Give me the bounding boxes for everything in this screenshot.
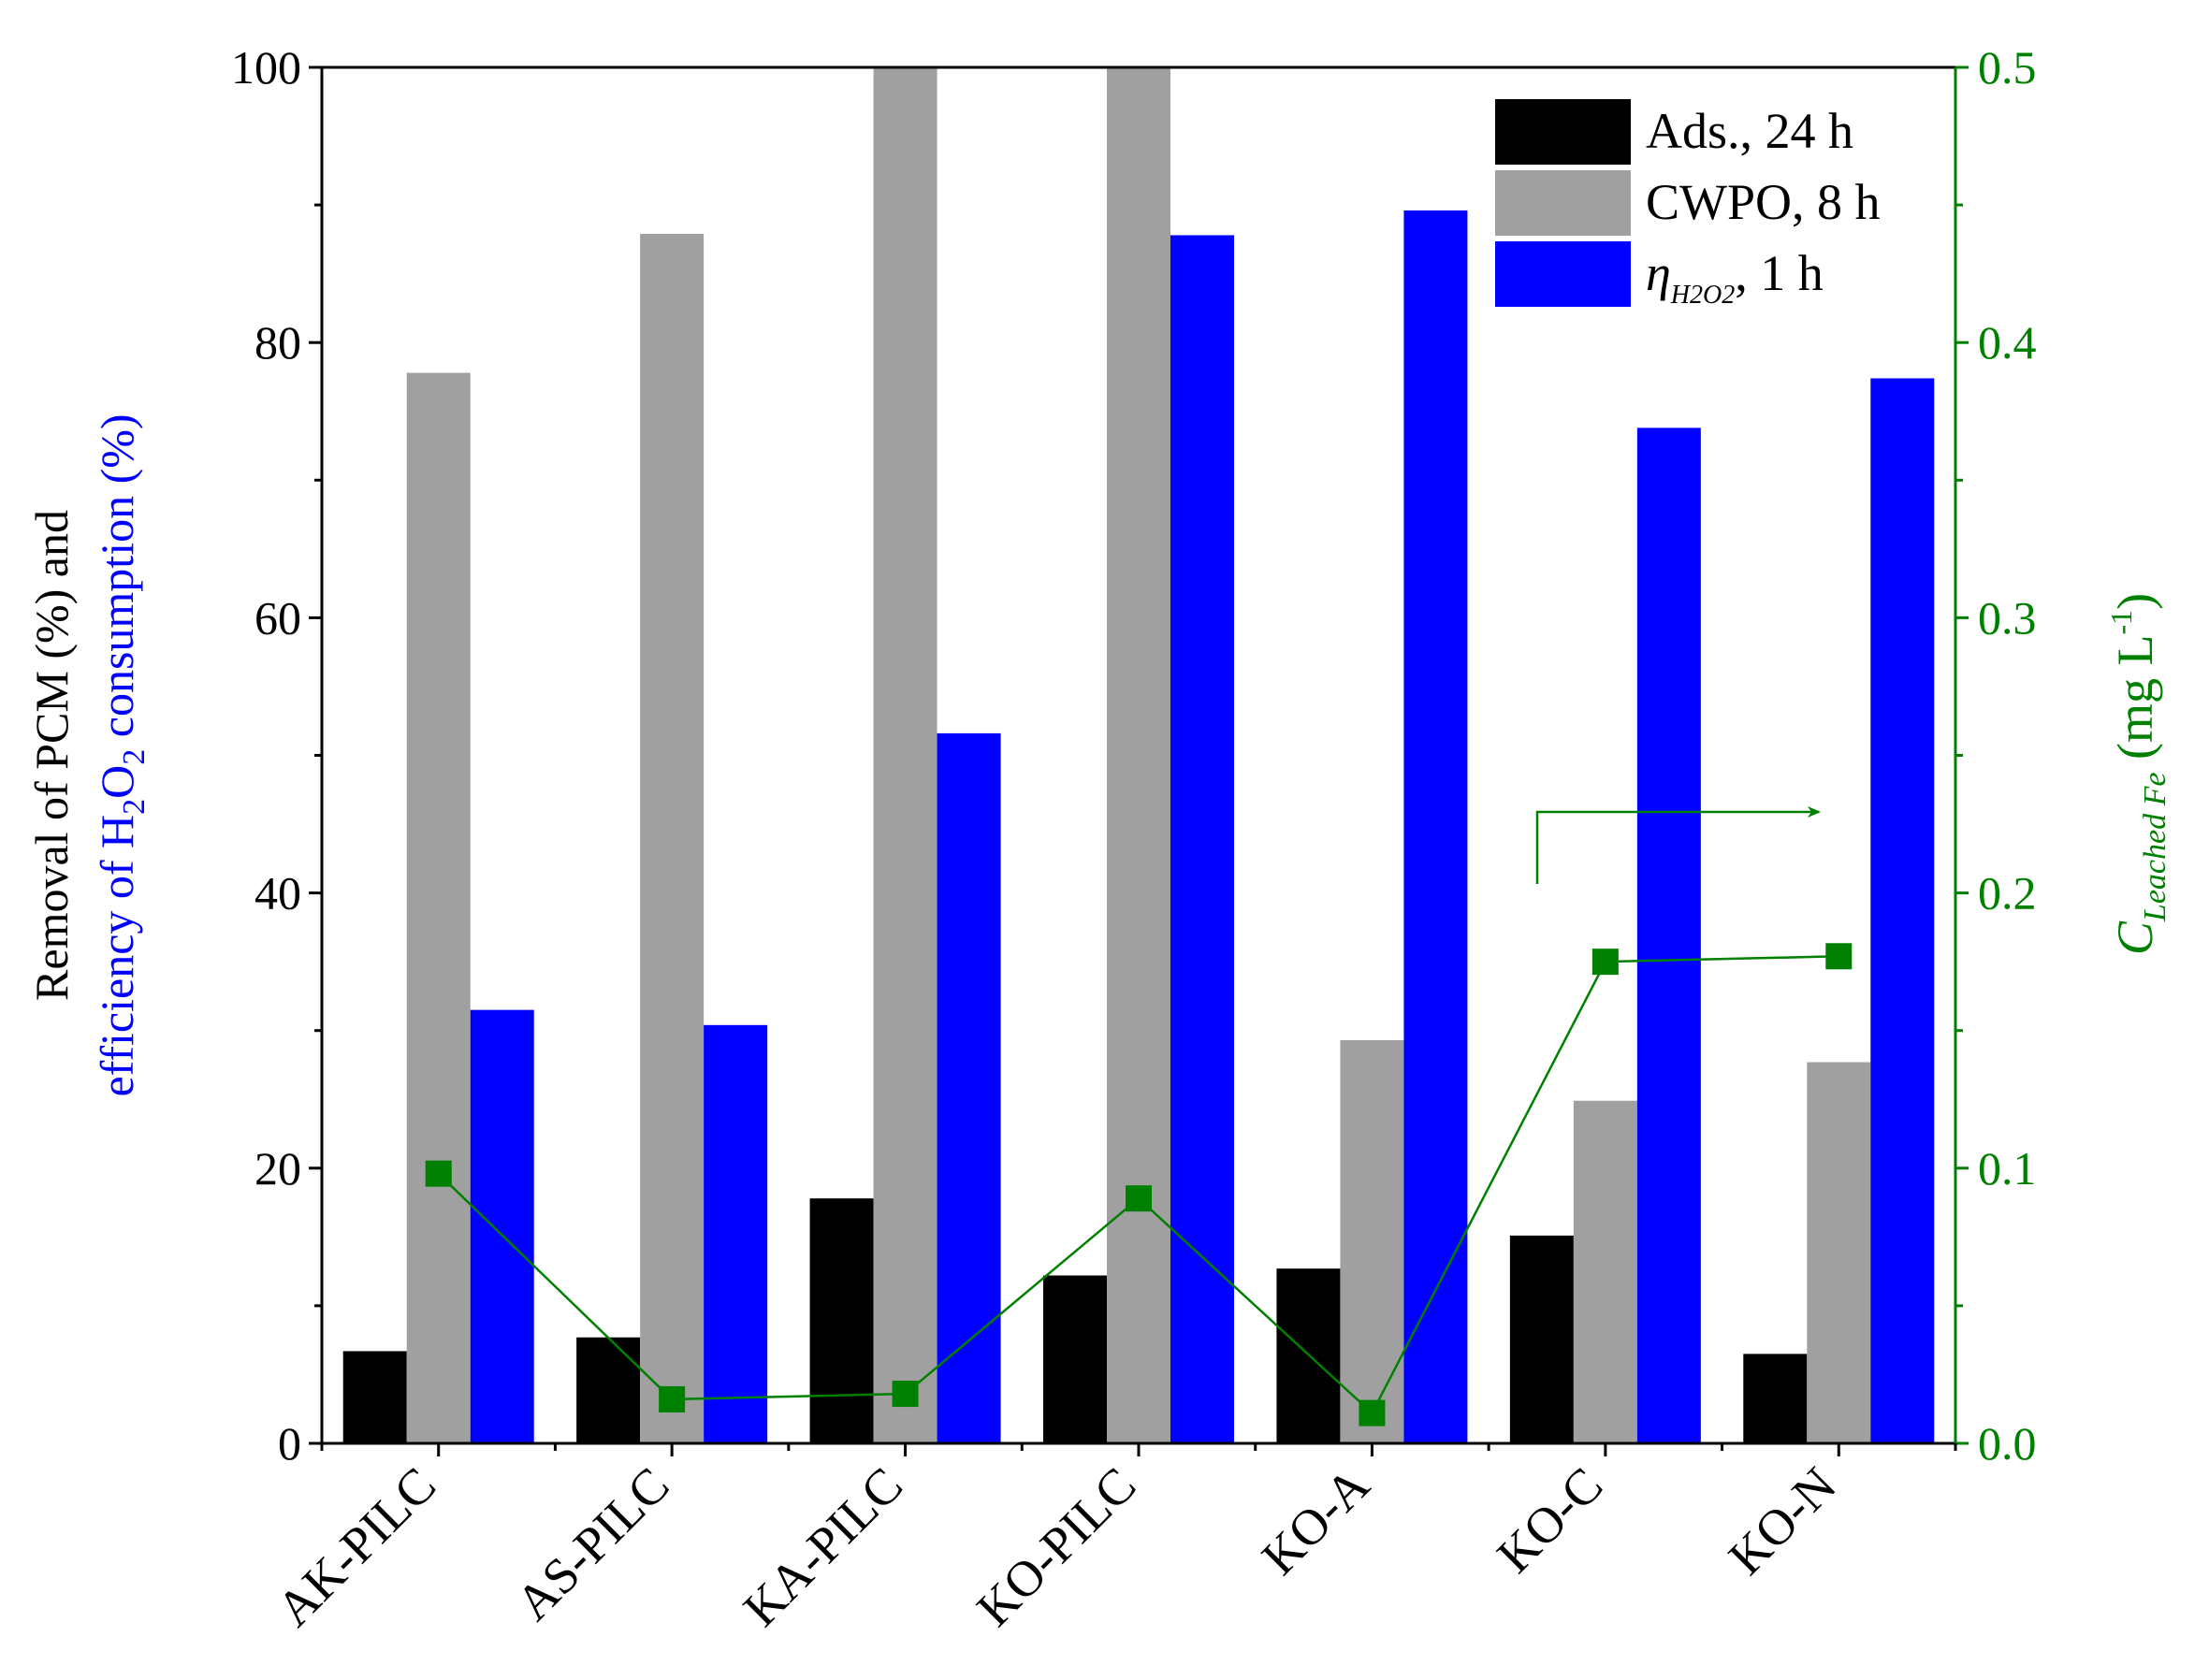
leached-fe-point-as-pilc <box>659 1385 686 1412</box>
left-tick-label: 100 <box>231 41 301 94</box>
right-tick-label: 0.3 <box>1978 591 2037 644</box>
left-y-axis-label: Removal of PCM (%) and efficiency of H2O2… <box>25 413 152 1096</box>
leached-fe-point-ka-pilc <box>892 1381 919 1408</box>
leached-fe-point-ko-pilc <box>1126 1185 1152 1212</box>
legend: Ads., 24 h CWPO, 8 h ηH2O2, 1 h <box>1495 99 1881 310</box>
right-y-axis: 0.0 0.1 0.2 0.3 0.4 0.5 <box>1955 41 2037 1470</box>
leached-fe-point-ak-pilc <box>425 1160 452 1187</box>
bar-series-2-ko-c <box>1636 427 1701 1444</box>
bar-series-1-ko-c <box>1573 1100 1637 1443</box>
bar-series-1-ak-pilc <box>406 372 471 1443</box>
bar-series-0-ak-pilc <box>342 1351 407 1443</box>
legend-swatch-1 <box>1495 170 1631 236</box>
x-tick-label-as-pilc: AS-PILC <box>505 1456 680 1631</box>
leached-fe-point-ko-n <box>1825 943 1853 970</box>
bar-series-0-as-pilc <box>576 1337 641 1443</box>
left-y-label-line2: efficiency of H2O2 consumption (%) <box>91 413 152 1096</box>
bars-layer <box>342 67 1935 1444</box>
right-axis-arrow <box>1535 806 1821 884</box>
bar-series-1-ko-pilc <box>1107 67 1170 1443</box>
legend-label-1: CWPO, 8 h <box>1646 174 1881 230</box>
bar-series-2-ko-pilc <box>1170 235 1234 1443</box>
x-axis: AK-PILC AS-PILC KA-PILC KO-PILC KO-A KO-C KO-N <box>266 1443 1957 1637</box>
right-tick-label: 0.2 <box>1978 867 2037 920</box>
right-y-axis-label: CLeached Fe (mg L-1) <box>2104 593 2173 955</box>
legend-swatch-0 <box>1495 99 1631 165</box>
left-tick-label: 20 <box>254 1142 301 1195</box>
leached-fe-line-layer <box>425 943 1853 1427</box>
right-tick-label: 0.0 <box>1978 1417 2037 1470</box>
left-tick-label: 80 <box>254 316 301 369</box>
x-tick-label-ko-n: KO-N <box>1718 1456 1847 1586</box>
bar-series-1-ko-n <box>1807 1062 1871 1443</box>
legend-label-2: ηH2O2, 1 h <box>1646 245 1824 310</box>
x-tick-label-ka-pilc: KA-PILC <box>733 1456 913 1637</box>
x-tick-label-ko-c: KO-C <box>1487 1456 1614 1584</box>
right-y-label: CLeached Fe (mg L-1) <box>2104 593 2173 955</box>
leached-fe-point-ko-a <box>1359 1399 1386 1427</box>
right-tick-label: 0.5 <box>1978 41 2037 94</box>
bar-series-0-ko-pilc <box>1043 1275 1107 1443</box>
left-y-axis: 0 20 40 60 80 100 <box>231 41 322 1470</box>
x-tick-label-ko-pilc: KO-PILC <box>966 1456 1146 1637</box>
right-tick-label: 0.4 <box>1978 316 2037 369</box>
bar-series-1-ka-pilc <box>873 67 937 1443</box>
bar-series-0-ka-pilc <box>809 1198 874 1443</box>
left-tick-label: 0 <box>278 1417 301 1470</box>
legend-swatch-2 <box>1495 241 1631 307</box>
x-tick-label-ak-pilc: AK-PILC <box>266 1456 446 1637</box>
bar-series-2-ko-n <box>1870 378 1935 1443</box>
bar-series-0-ko-n <box>1743 1354 1808 1443</box>
bar-series-1-ko-a <box>1340 1039 1404 1443</box>
bar-series-2-ka-pilc <box>937 732 1001 1443</box>
x-tick-label-ko-a: KO-A <box>1251 1456 1380 1586</box>
bar-series-2-ko-a <box>1403 210 1468 1443</box>
left-y-label-line1: Removal of PCM (%) and <box>25 510 78 1001</box>
bar-series-1-as-pilc <box>640 233 705 1444</box>
right-tick-label: 0.1 <box>1978 1142 2037 1195</box>
right-axis-arrow-annotation <box>1535 806 1821 884</box>
bar-series-0-ko-c <box>1509 1235 1574 1443</box>
left-tick-label: 60 <box>254 591 301 644</box>
bar-series-2-ak-pilc <box>470 1009 534 1443</box>
left-tick-label: 40 <box>254 867 301 920</box>
leached-fe-point-ko-c <box>1591 949 1619 976</box>
bar-series-2-as-pilc <box>704 1024 768 1443</box>
legend-label-0: Ads., 24 h <box>1646 103 1853 159</box>
